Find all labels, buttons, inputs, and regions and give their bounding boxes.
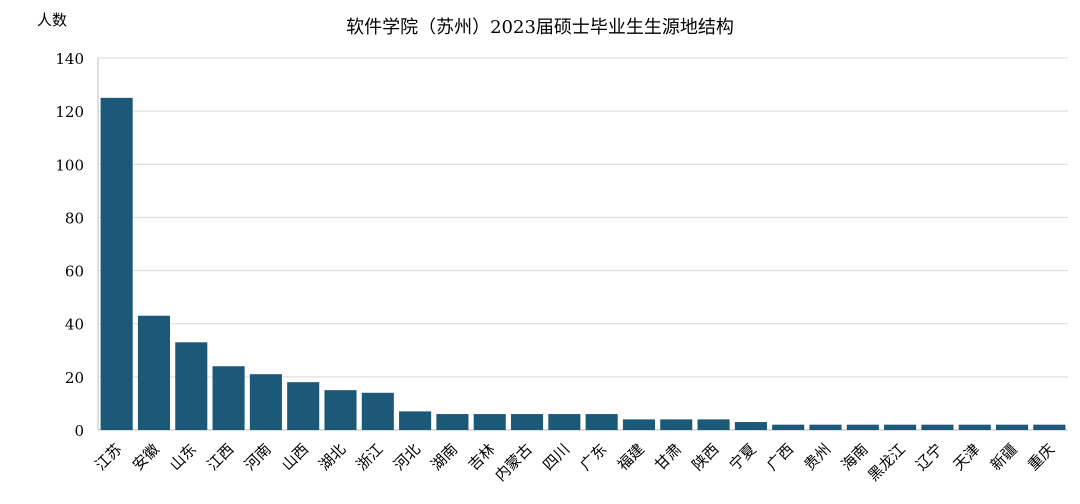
- grid-lines: [98, 57, 1068, 378]
- bar-湖北: [324, 390, 357, 430]
- y-tick-label: 0: [74, 422, 84, 440]
- bar-海南: [846, 424, 879, 430]
- bar-河南: [249, 374, 282, 430]
- x-tick-label: 安徽: [129, 440, 163, 474]
- x-tick-label: 江苏: [92, 440, 126, 474]
- x-tick-label: 河南: [241, 440, 275, 474]
- bar-广西: [772, 424, 805, 430]
- x-tick-label: 陕西: [688, 440, 722, 474]
- y-tick-labels: 0 20 40 60 80 100 120 140: [55, 50, 84, 440]
- bar-安徽: [137, 315, 171, 430]
- bar-广东: [585, 414, 618, 430]
- x-tick-labels: 江苏 安徽 山东 江西 河南 山西 湖北 浙江 河北 湖南 吉林内蒙古 四川 广东 福建 甘肃 陕西 宁夏 广西贵…: [92, 440, 1059, 485]
- y-tick-label: 60: [65, 263, 84, 281]
- x-tick-label: 广东: [577, 440, 611, 474]
- y-tick-label: 20: [65, 369, 84, 387]
- x-tick-label: 湖南: [427, 440, 461, 474]
- x-tick-label: 河北: [390, 440, 424, 474]
- chart-title: 软件学院（苏州）2023届硕士毕业生生源地结构: [346, 17, 734, 38]
- x-tick-label: 甘肃: [651, 440, 685, 474]
- x-tick-label: 山东: [166, 440, 200, 474]
- x-tick-label: 四川: [539, 440, 573, 474]
- x-tick-label: 广西: [763, 440, 797, 474]
- bar-黑龙江: [884, 424, 917, 430]
- bar-浙江: [361, 392, 394, 430]
- bar-四川: [548, 414, 581, 430]
- bar-宁夏: [734, 422, 767, 430]
- bar-福建: [622, 419, 656, 430]
- y-tick-label: 140: [55, 50, 84, 68]
- bar-陕西: [697, 419, 730, 430]
- x-tick-label: 新疆: [987, 440, 1021, 474]
- x-tick-label: 宁夏: [726, 440, 760, 474]
- bar-江苏: [100, 97, 133, 430]
- y-tick-label: 40: [65, 316, 84, 334]
- bar-贵州: [809, 424, 842, 430]
- bar-天津: [958, 424, 991, 430]
- bars: [100, 97, 1066, 430]
- y-axis-label: 人数: [37, 11, 67, 29]
- bar-重庆: [1033, 424, 1066, 430]
- x-tick-label: 山西: [278, 440, 312, 474]
- bar-甘肃: [660, 419, 693, 430]
- x-tick-label: 江西: [203, 440, 237, 474]
- y-tick-label: 100: [55, 156, 84, 174]
- y-tick-label: 120: [55, 103, 84, 121]
- x-tick-label: 福建: [614, 440, 648, 474]
- x-tick-label: 浙江: [353, 440, 387, 474]
- bar-江西: [212, 366, 245, 430]
- bar-辽宁: [921, 424, 954, 430]
- x-tick-label: 湖北: [315, 440, 349, 474]
- bar-河北: [399, 411, 432, 430]
- x-tick-label: 重庆: [1024, 440, 1058, 474]
- bar-山东: [175, 342, 208, 430]
- bar-新疆: [995, 424, 1029, 430]
- x-tick-label: 天津: [950, 440, 984, 474]
- bar-山西: [287, 382, 320, 430]
- x-tick-label: 黑龙江: [864, 440, 909, 485]
- y-tick-label: 80: [65, 209, 84, 227]
- bar-湖南: [436, 414, 469, 430]
- bar-内蒙古: [510, 414, 544, 430]
- x-tick-label: 辽宁: [912, 440, 946, 474]
- x-tick-label: 内蒙古: [491, 440, 536, 485]
- x-tick-label: 贵州: [800, 440, 834, 474]
- bar-吉林: [473, 414, 506, 430]
